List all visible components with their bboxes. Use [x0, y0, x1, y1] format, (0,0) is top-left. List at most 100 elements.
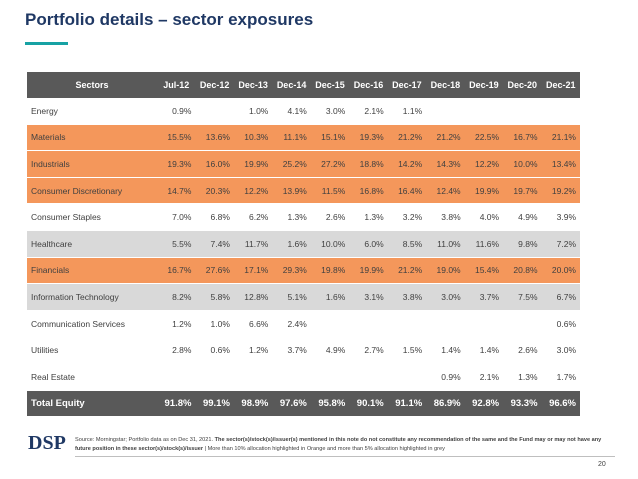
cell: 2.6% [310, 203, 350, 231]
cell: 19.3% [157, 150, 196, 178]
cell: 3.7% [272, 336, 311, 364]
cell: 19.7% [503, 177, 542, 205]
cell: 90.1% [349, 390, 388, 418]
cell: 7.0% [157, 203, 196, 231]
cell: 7.2% [541, 230, 580, 258]
column-header: Dec-17 [387, 72, 427, 98]
cell: 16.7% [157, 257, 196, 285]
cell: 22.5% [464, 124, 504, 152]
cell [503, 98, 542, 125]
cell: 6.6% [233, 310, 273, 338]
cell: 4.1% [272, 98, 311, 125]
table-row: Consumer Discretionary 14.7% 20.3% 12.2% 13.… [27, 177, 580, 205]
cell: 99.1% [195, 390, 234, 418]
cell: 29.3% [272, 257, 311, 285]
cell: 19.3% [349, 124, 388, 152]
cell: 4.9% [310, 336, 350, 364]
cell: 12.4% [426, 177, 465, 205]
cell: 20.8% [503, 257, 542, 285]
cell: 21.1% [541, 124, 580, 152]
column-header: Dec-15 [310, 72, 350, 98]
cell: 19.2% [541, 177, 580, 205]
cell: 1.6% [272, 230, 311, 258]
cell: 15.4% [464, 257, 504, 285]
cell: 1.6% [310, 283, 350, 311]
table-row: Energy 0.9% 1.0% 4.1% 3.0% 2.1% 1.1% [27, 98, 580, 125]
cell: 1.3% [503, 363, 542, 391]
cell: 95.8% [310, 390, 350, 418]
cell: 15.1% [310, 124, 350, 152]
cell: 3.1% [349, 283, 388, 311]
cell: 3.7% [464, 283, 504, 311]
column-header: Jul-12 [157, 72, 196, 98]
cell: 18.8% [349, 150, 388, 178]
page-number: 20 [598, 461, 606, 468]
row-label: Consumer Discretionary [27, 177, 157, 205]
cell: 10.0% [310, 230, 350, 258]
cell: 27.2% [310, 150, 350, 178]
cell: 17.1% [233, 257, 273, 285]
cell: 1.3% [272, 203, 311, 231]
cell: 1.4% [464, 336, 504, 364]
row-label: Total Equity [27, 390, 157, 418]
table-row: Utilities 2.8% 0.6% 1.2% 3.7% 4.9% 2.7% 1.5% 1.4… [27, 336, 580, 364]
cell: 27.6% [195, 257, 234, 285]
cell: 9.8% [503, 230, 542, 258]
cell: 13.9% [272, 177, 311, 205]
column-header: Dec-20 [503, 72, 542, 98]
cell: 12.2% [233, 177, 273, 205]
cell: 19.0% [426, 257, 465, 285]
cell: 25.2% [272, 150, 311, 178]
cell: 5.1% [272, 283, 311, 311]
cell: 86.9% [426, 390, 465, 418]
cell: 3.2% [387, 203, 427, 231]
cell [310, 363, 350, 391]
cell: 1.1% [387, 98, 427, 125]
cell: 97.6% [272, 390, 311, 418]
cell [310, 310, 350, 338]
row-label: Industrials [27, 150, 157, 178]
cell: 2.1% [464, 363, 504, 391]
cell: 11.5% [310, 177, 350, 205]
cell: 16.7% [503, 124, 542, 152]
cell: 98.9% [233, 390, 273, 418]
cell [387, 310, 427, 338]
cell: 16.4% [387, 177, 427, 205]
cell: 6.8% [195, 203, 234, 231]
cell: 21.2% [387, 124, 427, 152]
cell [349, 363, 388, 391]
column-header: Sectors [27, 72, 157, 98]
table-row: Communication Services 1.2% 1.0% 6.6% 2.4% 0.… [27, 310, 580, 338]
column-header: Dec-16 [349, 72, 388, 98]
header-row: Sectors Jul-12 Dec-12 Dec-13 Dec-14 Dec-15 Dec… [27, 72, 580, 98]
cell: 0.9% [426, 363, 465, 391]
column-header: Dec-18 [426, 72, 465, 98]
cell: 96.6% [541, 390, 580, 418]
cell: 8.2% [157, 283, 196, 311]
cell: 11.6% [464, 230, 504, 258]
cell: 1.2% [233, 336, 273, 364]
cell [195, 363, 234, 391]
table-row: Consumer Staples 7.0% 6.8% 6.2% 1.3% 2.6% 1.3%… [27, 203, 580, 231]
cell [541, 98, 580, 125]
table-row: Total Equity 91.8% 99.1% 98.9% 97.6% 95.8% 90.… [27, 390, 580, 418]
cell: 3.8% [387, 283, 427, 311]
cell [426, 310, 465, 338]
cell [464, 98, 504, 125]
column-header: Dec-21 [541, 72, 580, 98]
table-row: Financials 16.7% 27.6% 17.1% 29.3% 19.8% 19.9%… [27, 257, 580, 285]
cell: 93.3% [503, 390, 542, 418]
cell: 1.5% [387, 336, 427, 364]
source-suffix: | More than 10% allocation highlighted i… [203, 446, 445, 452]
cell: 16.0% [195, 150, 234, 178]
cell: 19.9% [464, 177, 504, 205]
cell: 10.0% [503, 150, 542, 178]
cell: 1.0% [195, 310, 234, 338]
table-row: Healthcare 5.5% 7.4% 11.7% 1.6% 10.0% 6.0% 8.5%… [27, 230, 580, 258]
cell: 5.8% [195, 283, 234, 311]
cell: 3.0% [541, 336, 580, 364]
sector-table: Sectors Jul-12 Dec-12 Dec-13 Dec-14 Dec-15 Dec… [27, 72, 580, 418]
cell [349, 310, 388, 338]
cell [195, 98, 234, 125]
row-label: Energy [27, 98, 157, 125]
